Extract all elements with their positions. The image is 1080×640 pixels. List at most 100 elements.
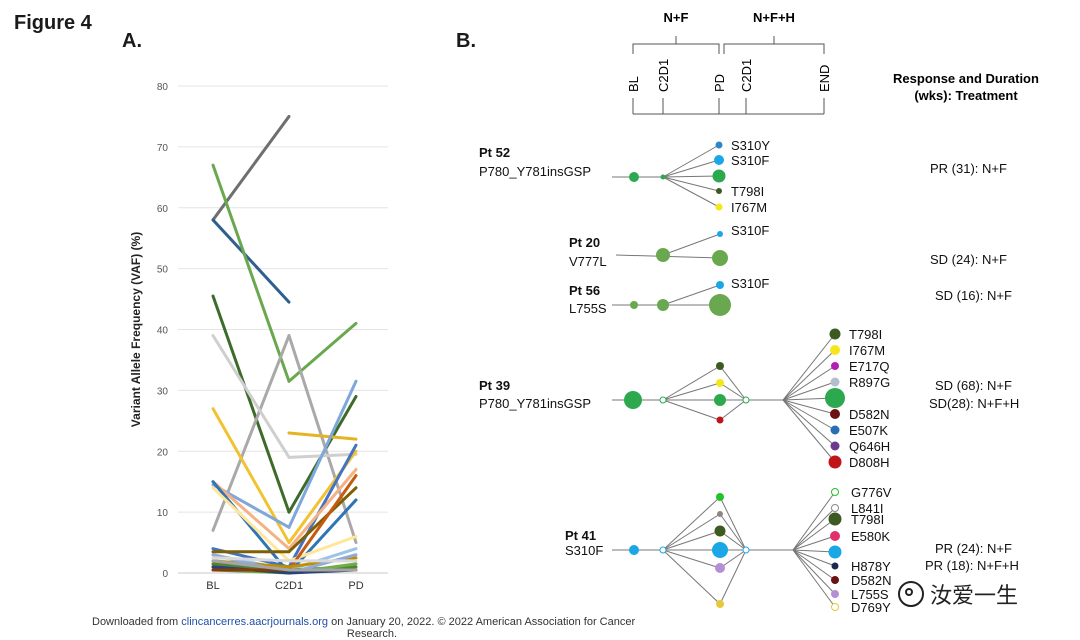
tree-edge	[792, 549, 836, 595]
clone-node	[660, 174, 666, 180]
clone-node	[659, 546, 667, 554]
tree-edge	[782, 365, 836, 401]
tree-edge	[719, 549, 747, 569]
chart-grid: 0 10 20 30 40 50 60 70 80 BL C2D1 PD	[157, 82, 388, 592]
y-tick-label: 80	[157, 82, 169, 93]
tree-edge	[662, 176, 720, 192]
mutation-label: D582N	[849, 407, 889, 422]
watermark: 汝爱一生	[898, 578, 1018, 610]
tree-edge	[782, 381, 836, 401]
clone-node	[624, 391, 642, 409]
mutation-label: E717Q	[849, 359, 889, 374]
group-label-nf: N+F	[664, 10, 689, 25]
series-lines	[211, 114, 358, 575]
mutation-label: T798I	[851, 512, 884, 527]
mutation-node	[831, 576, 839, 584]
tree-edge	[662, 233, 721, 256]
mutation-label: T798I	[849, 327, 882, 342]
mutation-node	[830, 425, 840, 435]
patient-name: Pt 20	[569, 235, 600, 250]
mutation-node	[831, 488, 839, 496]
patient-pt39: Pt 39 P780_Y781insGSP T798II767ME717QR897G…	[479, 327, 1019, 470]
clone-node	[712, 250, 728, 266]
timeline-tick-label: C2D1	[656, 59, 671, 92]
clone-node	[656, 248, 670, 262]
mutation-node	[828, 512, 842, 526]
series-segment-s8	[287, 431, 358, 441]
clone-node	[629, 545, 639, 555]
baseline-mutation: P780_Y781insGSP	[479, 396, 591, 411]
x-tick-label: C2D1	[275, 580, 303, 592]
clone-node	[657, 299, 669, 311]
x-tick-label: PD	[348, 580, 363, 592]
patient-pt56: Pt 56 L755S S310F SD (16): N+F	[569, 276, 1012, 316]
clone-node	[716, 379, 724, 387]
tree-edge	[719, 513, 747, 551]
mutation-node	[715, 141, 723, 149]
series-segment-s16	[287, 474, 358, 572]
mutation-node	[828, 455, 842, 469]
patient-name: Pt 41	[565, 528, 596, 543]
mutation-label: S310F	[731, 276, 769, 291]
patient-pt20: Pt 20 V777L S310F SD (24): N+F	[569, 223, 1007, 269]
mutation-label: Q646H	[849, 439, 890, 454]
mutation-label: D769Y	[851, 600, 891, 615]
mutation-node	[831, 562, 839, 570]
tree-edge	[792, 549, 836, 567]
mutation-node	[829, 328, 841, 340]
tree-edge	[792, 549, 836, 553]
mutation-node	[717, 231, 723, 237]
clone-node	[742, 546, 750, 554]
series-segment-s10	[287, 443, 358, 569]
clone-node	[716, 600, 724, 608]
tree-edge	[792, 549, 836, 608]
clone-node	[717, 511, 723, 517]
tree-edge	[792, 549, 836, 581]
clone-node	[630, 301, 638, 309]
footer-link[interactable]: clincancerres.aacrjournals.org	[181, 616, 329, 628]
baseline-mutation: V777L	[569, 254, 607, 269]
tree-edge	[719, 382, 747, 401]
series-segment-s15	[287, 486, 358, 554]
patient-name: Pt 39	[479, 378, 510, 393]
clone-node	[714, 525, 726, 537]
mutation-node	[831, 603, 839, 611]
baseline-mutation: S310F	[565, 543, 603, 558]
response-header: (wks): Treatment	[914, 88, 1018, 103]
tree-edge	[662, 530, 721, 551]
tree-edge	[662, 284, 721, 306]
tree-edge	[782, 349, 836, 401]
mutation-node	[831, 362, 839, 370]
mutation-label: L755S	[851, 587, 889, 602]
timeline-tick-label: PD	[712, 74, 727, 92]
tree-edge	[719, 399, 747, 421]
tree-edge	[719, 496, 747, 551]
mutation-label: G776V	[851, 485, 892, 500]
patient-name: Pt 56	[569, 283, 600, 298]
y-tick-label: 40	[157, 326, 169, 337]
mutation-node	[830, 377, 840, 387]
series-segment-s3	[211, 163, 291, 383]
baseline-mutation: P780_Y781insGSP	[479, 164, 591, 179]
timeline-tick-label: C2D1	[739, 59, 754, 92]
mutation-node	[830, 409, 840, 419]
mutation-node	[714, 155, 724, 165]
tree-edge	[782, 399, 836, 463]
mutation-node	[716, 188, 722, 194]
tree-edge	[662, 549, 721, 605]
series-segment-s5	[287, 334, 358, 545]
mutation-label: D808H	[849, 455, 889, 470]
y-tick-label: 60	[157, 204, 169, 215]
tree-edge	[662, 399, 721, 421]
tree-edge	[792, 491, 836, 551]
y-tick-label: 0	[162, 569, 168, 580]
clone-node	[716, 493, 724, 501]
tree-edge	[662, 382, 721, 401]
wechat-logo-icon	[898, 581, 924, 607]
mutation-label: S310Y	[731, 138, 770, 153]
tree-edge	[662, 176, 720, 208]
